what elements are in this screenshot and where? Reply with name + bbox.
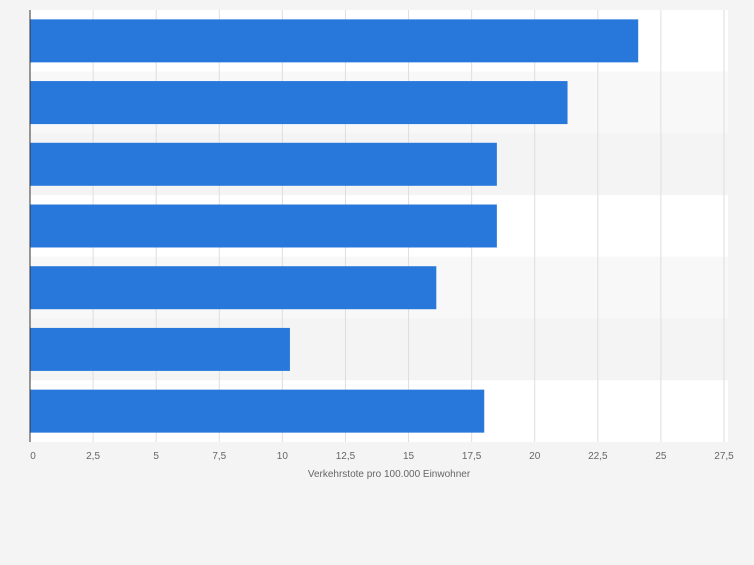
x-tick-label: 22,5 (588, 451, 608, 462)
x-tick-label: 15 (403, 451, 415, 462)
bar (30, 266, 437, 310)
x-axis-label: Verkehrstote pro 100.000 Einwohner (308, 469, 471, 480)
bar (30, 19, 639, 63)
x-tick-label: 5 (153, 451, 159, 462)
x-tick-label: 0 (30, 451, 36, 462)
x-tick-label: 25 (655, 451, 667, 462)
bar (30, 327, 290, 371)
x-tick-label: 20 (529, 451, 541, 462)
x-tick-label: 27,5 (714, 451, 734, 462)
x-tick-labels: 0 2,5 5 7,5 10 12,5 15 17,5 20 22,5 25 27,5 (30, 451, 734, 462)
x-tick-label: 17,5 (462, 451, 482, 462)
bar (30, 204, 497, 248)
bar (30, 142, 497, 186)
x-tick-label: 2,5 (86, 451, 100, 462)
x-tick-label: 7,5 (212, 451, 226, 462)
bars (30, 19, 639, 433)
x-tick-label: 12,5 (336, 451, 356, 462)
bar (30, 389, 485, 433)
bar (30, 81, 568, 125)
x-tick-label: 10 (277, 451, 289, 462)
